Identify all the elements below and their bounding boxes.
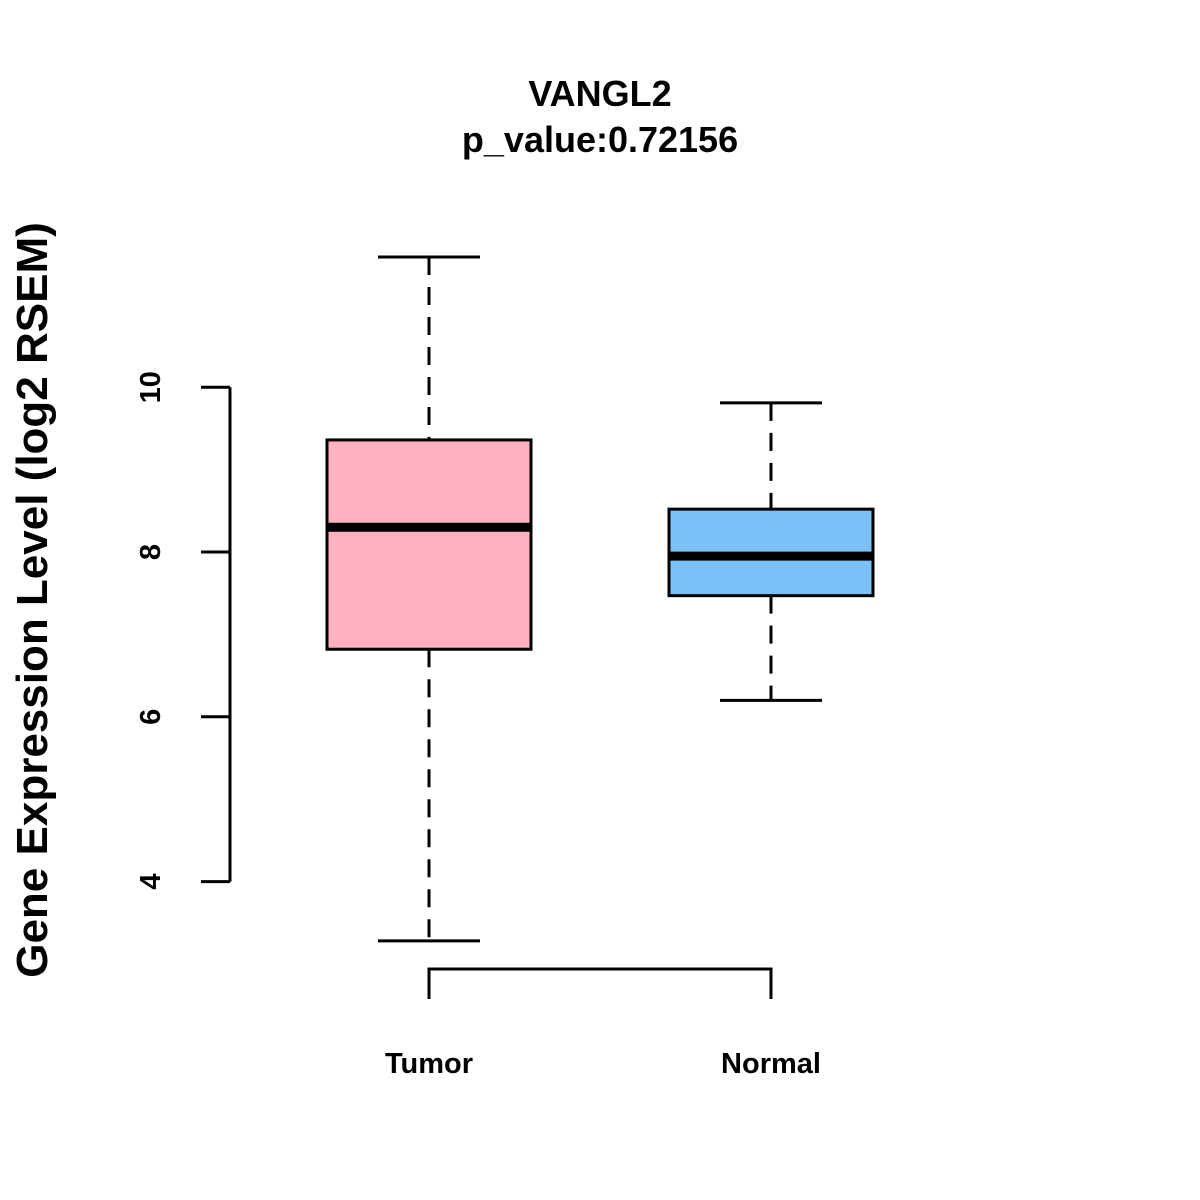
iqr-box bbox=[325, 438, 533, 651]
y-tick-label-8: 8 bbox=[135, 544, 167, 560]
box-normal bbox=[667, 401, 875, 702]
y-tick-label-4: 4 bbox=[135, 874, 167, 890]
chart-title: VANGL2 bbox=[528, 73, 671, 114]
y-axis: 4 6 8 10 bbox=[135, 371, 232, 890]
comparison-bracket bbox=[427, 967, 773, 999]
box-tumor bbox=[325, 255, 533, 943]
x-tick-label-tumor: Tumor bbox=[385, 1048, 473, 1080]
chart-subtitle: p_value:0.72156 bbox=[462, 119, 738, 160]
x-axis-labels: Tumor Normal bbox=[385, 1048, 821, 1080]
y-axis-label: Gene Expression Level (log2 RSEM) bbox=[8, 222, 57, 978]
x-tick-label-normal: Normal bbox=[721, 1048, 821, 1080]
y-tick-label-10: 10 bbox=[135, 371, 167, 403]
bracket-line bbox=[427, 967, 773, 999]
y-tick-label-6: 6 bbox=[135, 709, 167, 725]
boxes bbox=[325, 255, 875, 943]
